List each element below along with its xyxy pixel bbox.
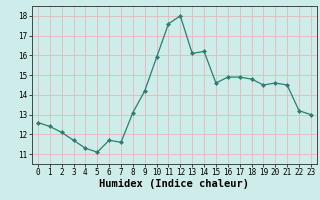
- X-axis label: Humidex (Indice chaleur): Humidex (Indice chaleur): [100, 179, 249, 189]
